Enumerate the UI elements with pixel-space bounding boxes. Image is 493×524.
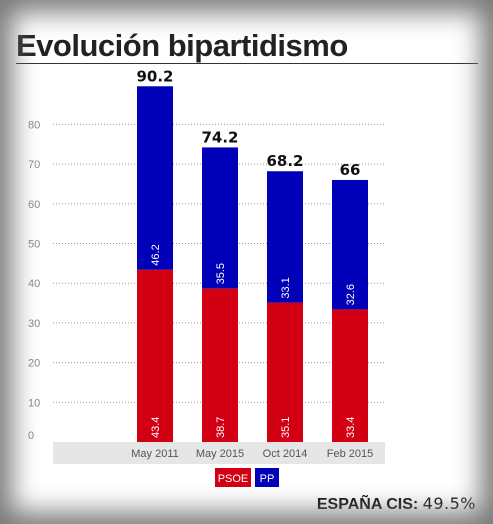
- bar-segment-psoe: [202, 288, 238, 442]
- bar-total-label: 74.2: [201, 128, 238, 146]
- y-tick-label: 20: [28, 358, 40, 370]
- bar-segment-pp: [202, 147, 238, 289]
- segment-value-label: 35.1: [280, 417, 292, 438]
- label-layer: 43.4 46.2 90.2 May 2011 38.7 35.5 74.2 May 2015…: [131, 67, 373, 460]
- bar-layer: [137, 86, 368, 442]
- footer-label: ESPAÑA CIS:: [316, 496, 419, 513]
- bar-segment-psoe: [137, 269, 173, 442]
- x-tick-label: Oct 2014: [263, 448, 308, 460]
- legend: PSOE PP: [215, 468, 279, 487]
- grid-layer: 0 10 20 30 40 50 60 70 80: [28, 119, 385, 464]
- y-tick-label: 80: [28, 119, 40, 131]
- legend-label: PSOE: [218, 473, 249, 485]
- footer-stat: ESPAÑA CIS: 49.5%: [317, 494, 476, 514]
- bar-segment-pp: [332, 179, 368, 310]
- x-tick-label: May 2015: [196, 448, 244, 460]
- segment-value-label: 43.4: [150, 417, 162, 438]
- bar-segment-pp: [137, 86, 173, 270]
- y-tick-label: 50: [28, 239, 40, 251]
- segment-value-label: 33.4: [345, 417, 357, 438]
- title-divider: [16, 63, 478, 64]
- bar-segment-psoe: [332, 309, 368, 442]
- bar-total-label: 90.2: [136, 67, 173, 85]
- bar-segment-pp: [267, 171, 303, 303]
- legend-swatch-psoe: [215, 468, 251, 487]
- footer-value: 49.5%: [422, 494, 476, 513]
- x-tick-label: May 2011: [131, 448, 179, 460]
- bar-total-label: 66: [340, 161, 361, 179]
- y-tick-label: 30: [28, 318, 40, 330]
- segment-value-label: 38.7: [215, 417, 227, 438]
- segment-value-label: 46.2: [150, 244, 162, 265]
- legend-label: PP: [260, 473, 275, 485]
- x-axis-band: [53, 442, 385, 464]
- y-tick-label: 0: [28, 430, 34, 442]
- segment-value-label: 35.5: [215, 263, 227, 284]
- bar-total-label: 68.2: [266, 152, 303, 170]
- segment-value-label: 32.6: [345, 284, 357, 305]
- segment-value-label: 33.1: [280, 277, 292, 298]
- y-tick-label: 60: [28, 199, 40, 211]
- y-tick-label: 40: [28, 278, 40, 290]
- x-tick-label: Feb 2015: [327, 448, 373, 460]
- legend-swatch-pp: [255, 468, 279, 487]
- y-tick-label: 10: [28, 397, 40, 409]
- y-tick-label: 70: [28, 159, 40, 171]
- chart-title: Evolución bipartidismo: [16, 28, 348, 63]
- bar-segment-psoe: [267, 302, 303, 442]
